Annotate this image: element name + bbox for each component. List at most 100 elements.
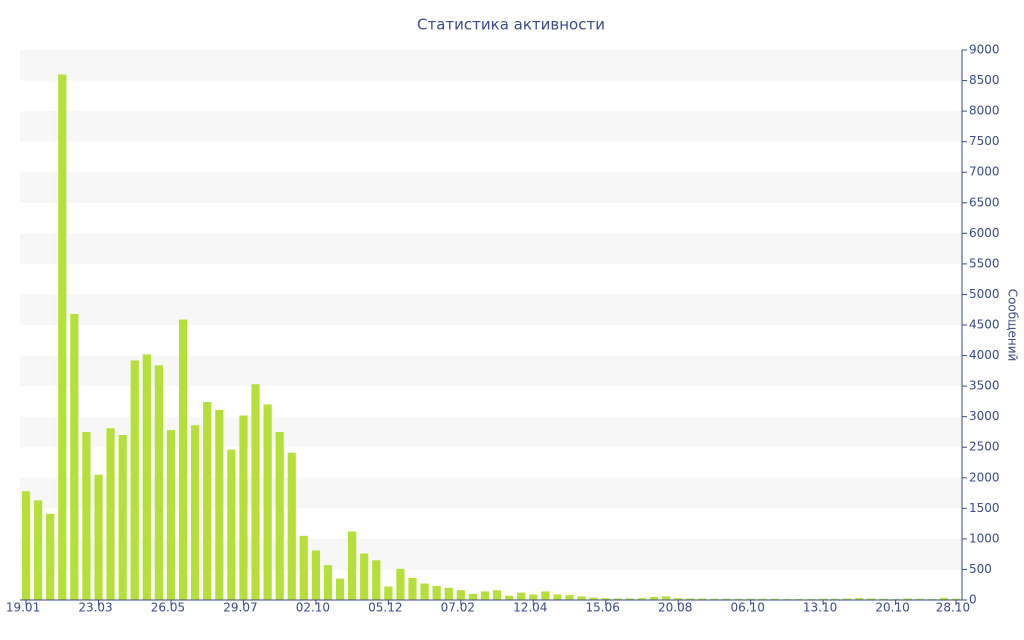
bar <box>517 592 526 600</box>
bar <box>215 409 224 600</box>
x-tick-label: 07.02 <box>441 601 475 615</box>
bar <box>82 431 91 600</box>
bar <box>360 553 369 600</box>
y-tick-label: 7000 <box>969 165 1000 179</box>
bar <box>879 598 888 600</box>
y-axis-label: Сообщений <box>1006 289 1020 362</box>
bar <box>951 598 961 600</box>
bar <box>239 415 248 600</box>
y-tick-label: 3500 <box>969 379 1000 393</box>
y-tick-label: 6000 <box>969 226 1000 240</box>
x-tick-label: 19.01 <box>6 601 40 615</box>
bar <box>649 596 659 600</box>
bar <box>480 591 490 600</box>
x-tick-label: 26.05 <box>151 601 185 615</box>
x-tick-label: 28.10 <box>936 601 970 615</box>
x-tick-label: 29.07 <box>223 601 257 615</box>
y-tick-label: 1500 <box>969 501 1000 515</box>
y-tick-label: 2500 <box>969 440 1000 454</box>
x-tick-label: 20.10 <box>875 601 909 615</box>
y-tick-label: 5500 <box>969 256 1000 270</box>
bar <box>106 428 115 600</box>
grid-band <box>20 111 962 142</box>
grid-band <box>20 50 962 81</box>
bar <box>674 598 683 600</box>
bar <box>492 590 502 600</box>
bar <box>420 583 429 600</box>
grid-band <box>20 233 962 264</box>
bar <box>855 598 864 600</box>
bar <box>263 404 272 600</box>
bar <box>396 568 405 600</box>
bar <box>601 598 610 600</box>
bar <box>734 598 743 600</box>
grid-band <box>20 477 962 509</box>
bar <box>34 500 43 600</box>
bar <box>939 597 948 600</box>
bar <box>191 425 200 600</box>
bar <box>698 598 707 600</box>
bar <box>178 319 188 600</box>
bar <box>529 594 538 600</box>
x-tick-label: 23.03 <box>78 601 112 615</box>
x-tick-label: 05.12 <box>368 601 402 615</box>
bar <box>311 550 320 600</box>
x-tick-label: 02.10 <box>296 601 330 615</box>
bar <box>154 365 163 600</box>
y-tick-label: 5000 <box>969 287 1000 301</box>
bar <box>21 491 31 600</box>
bar <box>746 598 755 600</box>
grid-band <box>20 416 962 448</box>
bar <box>565 595 574 600</box>
y-tick-label: 8000 <box>969 104 1000 118</box>
bar <box>227 449 236 600</box>
x-tick-label: 15.06 <box>586 601 620 615</box>
y-tick-label: 1000 <box>969 531 1000 545</box>
bar <box>831 598 840 600</box>
bar <box>372 560 381 600</box>
y-tick-label: 6500 <box>969 195 1000 209</box>
y-tick-label: 4000 <box>969 348 1000 362</box>
bar <box>456 590 465 600</box>
bar <box>46 513 55 600</box>
bar <box>432 585 441 600</box>
x-tick-label: 06.10 <box>730 601 764 615</box>
x-tick-label: 12.04 <box>513 601 547 615</box>
y-tick-label: 8500 <box>969 73 1000 87</box>
bar <box>130 360 139 600</box>
bar <box>553 594 562 600</box>
bar <box>348 531 357 600</box>
bar <box>819 598 828 600</box>
bar <box>287 452 296 600</box>
bar <box>577 596 586 600</box>
y-tick-label: 500 <box>969 562 992 576</box>
chart-title: Статистика активности <box>417 16 605 34</box>
bar <box>444 587 453 600</box>
bar <box>118 435 127 600</box>
bar <box>58 74 67 600</box>
bar <box>468 593 477 600</box>
bar <box>589 597 598 600</box>
bar <box>335 578 345 600</box>
y-tick-label: 0 <box>969 593 977 607</box>
bar <box>541 591 550 600</box>
bar <box>142 354 151 600</box>
bar <box>637 598 647 600</box>
x-tick-label: 20.08 <box>658 601 692 615</box>
bar <box>203 402 212 600</box>
bar <box>625 598 634 600</box>
bar <box>505 595 514 600</box>
bar <box>722 598 731 600</box>
bar <box>770 598 779 600</box>
bar <box>613 598 622 600</box>
bar <box>166 430 176 600</box>
bar <box>710 598 719 600</box>
bar <box>251 384 260 600</box>
bar <box>758 598 767 600</box>
bar <box>299 535 308 600</box>
bar <box>903 598 912 600</box>
bar <box>843 598 852 600</box>
y-tick-label: 2000 <box>969 470 1000 484</box>
grid-band <box>20 538 962 570</box>
